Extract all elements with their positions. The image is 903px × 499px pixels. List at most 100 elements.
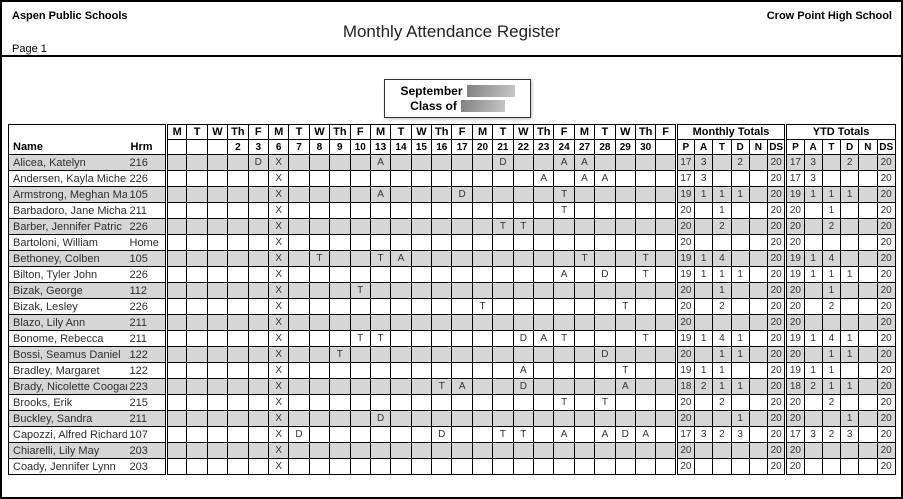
attendance-mark-cell: [308, 346, 331, 363]
monthly-total-cell: 20: [767, 186, 787, 203]
monthly-total-cell: [694, 458, 714, 475]
attendance-mark-cell: [247, 330, 269, 347]
attendance-mark-cell: [614, 186, 636, 203]
monthly-total-cell: 19: [674, 266, 696, 283]
attendance-mark-cell: [492, 202, 514, 219]
monthly-total-cell: [748, 378, 769, 395]
attendance-mark-cell: [227, 410, 249, 427]
attendance-mark-cell: [655, 218, 677, 235]
attendance-mark-cell: [164, 346, 188, 363]
student-row: Blazo, Lily Ann 211 X 20 20 20 20: [8, 314, 896, 331]
attendance-mark-cell: [186, 314, 208, 331]
student-row: Chiarelli, Lily May 203 X 20 20 20 20: [8, 442, 896, 459]
attendance-mark-cell: [206, 202, 229, 219]
attendance-mark-cell: [410, 330, 433, 347]
attendance-mark-cell: [614, 282, 636, 299]
ytd-total-cell: 20: [876, 202, 896, 219]
ytd-total-cell: [803, 394, 823, 411]
attendance-mark-cell: [533, 234, 555, 251]
weekday-header: F: [349, 124, 371, 140]
homeroom-cell: 215: [126, 394, 167, 411]
totals-column-header: P: [784, 139, 805, 155]
attendance-mark-cell: [655, 266, 677, 283]
attendance-mark-cell: [186, 186, 208, 203]
attendance-mark-cell: [410, 314, 433, 331]
weekday-header: F: [451, 124, 473, 140]
attendance-mark-cell: [227, 186, 249, 203]
attendance-mark-cell: [533, 202, 555, 219]
ytd-total-cell: 2: [803, 378, 823, 395]
monthly-total-cell: [748, 266, 769, 283]
attendance-mark-cell: T: [471, 298, 494, 315]
attendance-mark-cell: [186, 250, 208, 267]
homeroom-cell: Home: [126, 234, 167, 251]
attendance-mark-cell: [471, 378, 494, 395]
attendance-mark-cell: [492, 266, 514, 283]
attendance-mark-cell: [614, 234, 636, 251]
homeroom-cell: 211: [126, 202, 167, 219]
date-header: [655, 139, 677, 155]
attendance-mark-cell: [369, 298, 392, 315]
attendance-mark-cell: [164, 266, 188, 283]
monthly-total-cell: [730, 202, 750, 219]
ytd-total-cell: [840, 202, 860, 219]
attendance-mark-cell: [655, 250, 677, 267]
ytd-total-cell: 20: [876, 410, 896, 427]
attendance-mark-cell: [471, 410, 494, 427]
attendance-mark-cell: X: [267, 330, 290, 347]
attendance-mark-cell: [329, 314, 351, 331]
monthly-total-cell: 1: [730, 266, 750, 283]
monthly-total-cell: 20: [674, 458, 696, 475]
totals-column-header: D: [730, 139, 750, 155]
homeroom-cell: 226: [126, 170, 167, 187]
ytd-total-cell: 1: [821, 202, 842, 219]
ytd-total-cell: 20: [876, 330, 896, 347]
attendance-mark-cell: [247, 202, 269, 219]
attendance-mark-cell: [329, 378, 351, 395]
attendance-mark-cell: [206, 154, 229, 171]
attendance-mark-cell: [492, 234, 514, 251]
attendance-mark-cell: [533, 266, 555, 283]
attendance-mark-cell: [369, 458, 392, 475]
homeroom-cell: 226: [126, 298, 167, 315]
ytd-total-cell: 3: [840, 426, 860, 443]
monthly-total-cell: 20: [674, 202, 696, 219]
attendance-mark-cell: [451, 234, 473, 251]
ytd-total-cell: [803, 234, 823, 251]
weekday-header: W: [308, 124, 331, 140]
attendance-mark-cell: [410, 282, 433, 299]
monthly-total-cell: 20: [767, 170, 787, 187]
attendance-mark-cell: [431, 170, 453, 187]
monthly-total-cell: 20: [767, 330, 787, 347]
attendance-mark-cell: [164, 410, 188, 427]
attendance-mark-cell: [206, 394, 229, 411]
attendance-mark-cell: [308, 298, 331, 315]
attendance-mark-cell: D: [431, 426, 453, 443]
ytd-total-cell: 17: [784, 170, 805, 187]
ytd-total-cell: [858, 410, 878, 427]
weekday-header: W: [614, 124, 636, 140]
attendance-mark-cell: [431, 250, 453, 267]
student-row: Bethoney, Colben 105 X T T A T T 19 1 4 20 19 1 4 20: [8, 250, 896, 267]
attendance-mark-cell: [164, 426, 188, 443]
attendance-mark-cell: [533, 362, 555, 379]
attendance-mark-cell: [206, 378, 229, 395]
ytd-total-cell: [858, 426, 878, 443]
monthly-total-cell: 20: [767, 442, 787, 459]
attendance-mark-cell: [369, 170, 392, 187]
attendance-mark-cell: [247, 426, 269, 443]
attendance-mark-cell: [655, 154, 677, 171]
attendance-mark-cell: [186, 218, 208, 235]
monthly-total-cell: 18: [674, 378, 696, 395]
attendance-mark-cell: [410, 346, 433, 363]
ytd-total-cell: 20: [876, 266, 896, 283]
ytd-total-cell: [803, 218, 823, 235]
attendance-mark-cell: [349, 314, 371, 331]
attendance-mark-cell: [247, 250, 269, 267]
attendance-mark-cell: [390, 154, 412, 171]
attendance-mark-cell: [164, 250, 188, 267]
attendance-mark-cell: [655, 442, 677, 459]
attendance-mark-cell: A: [553, 426, 575, 443]
ytd-total-cell: 1: [840, 378, 860, 395]
attendance-mark-cell: [308, 378, 331, 395]
